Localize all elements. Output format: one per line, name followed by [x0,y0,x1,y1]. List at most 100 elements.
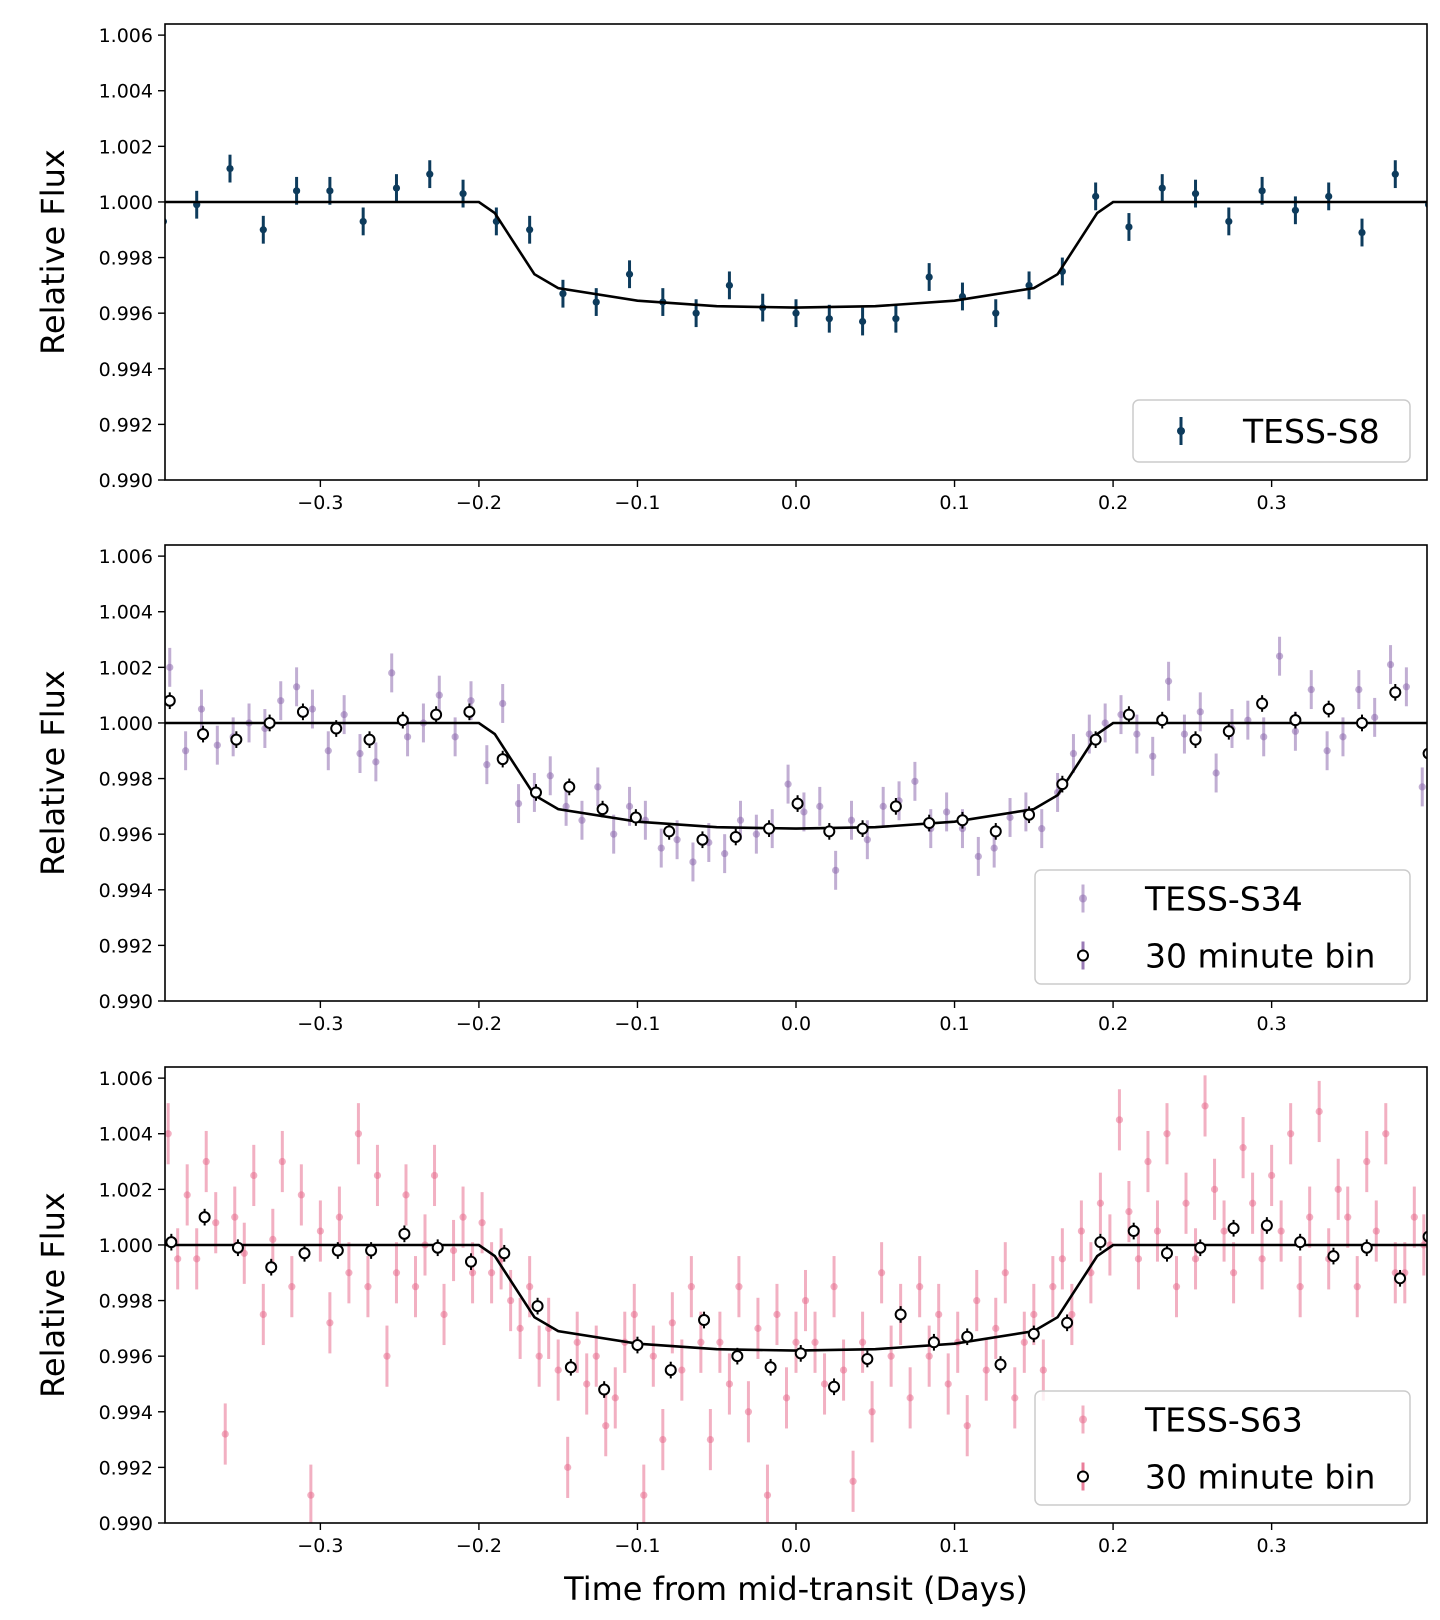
x-tick-label: 0.1 [939,1013,969,1035]
point-marker [297,1191,305,1199]
bin-marker [564,1361,577,1374]
point-marker [335,1213,343,1221]
y-tick-label: 1.002 [99,136,153,158]
point-marker [1296,1283,1304,1291]
point-marker [830,1283,838,1291]
point-marker [1182,1199,1190,1207]
point-marker [982,1366,990,1374]
data-point [193,1228,201,1290]
point-marker [800,808,808,816]
data-point [1212,753,1220,793]
data-point [1260,1217,1273,1234]
point-marker [630,1310,638,1319]
data-point [297,1164,305,1226]
legend: TESS-S8 [1132,399,1411,463]
bin-marker [496,753,509,766]
data-point [197,725,210,743]
data-point [989,823,1002,840]
data-point [359,207,367,236]
data-point [1389,684,1402,701]
data-point [956,811,969,829]
point-marker [868,1408,876,1416]
point-marker [468,1269,477,1277]
point-marker [165,218,168,225]
point-marker [1291,727,1300,735]
point-marker [1353,1283,1361,1291]
data-point [1122,706,1135,723]
point-marker [340,711,348,719]
point-marker [278,1157,286,1166]
data-point [963,1395,971,1457]
bin-marker [1422,747,1427,760]
data-point [706,1409,714,1471]
legend-box [1132,399,1411,463]
point-marker [166,663,174,671]
data-point [1334,1158,1342,1220]
data-point [1094,1233,1107,1251]
bin-marker [1023,808,1036,821]
data-point [640,1464,648,1523]
data-point [663,823,676,840]
point-marker [392,184,401,192]
data-point [1125,213,1133,241]
bin-marker [1256,697,1269,710]
legend-handle-marker [1079,894,1087,903]
data-point [1227,1219,1240,1237]
point-marker [1092,192,1100,200]
data-point [698,1311,711,1329]
data-point [483,745,491,785]
point-marker [625,802,634,810]
bin-marker [1327,1250,1340,1263]
point-marker [916,1283,924,1291]
point-marker [925,1352,933,1360]
y-tick-label: 1.004 [99,1124,153,1146]
data-point [529,784,542,801]
data-point [578,800,586,840]
data-point [596,800,609,818]
data-point [1023,806,1036,824]
bin-marker [1122,708,1135,721]
x-tick-label: −0.1 [614,1535,660,1557]
point-marker [1025,281,1033,289]
data-point [1163,1103,1171,1165]
point-marker [763,1491,772,1499]
y-tick-label: 0.994 [99,1402,153,1424]
point-marker [324,747,332,755]
y-tick-label: 1.004 [99,81,153,103]
bin-marker [1094,1236,1107,1249]
data-point [265,1258,278,1276]
point-marker [816,802,824,810]
bin-marker [927,1336,940,1349]
data-point [664,1361,677,1379]
data-point [316,1200,324,1262]
bin-marker [1394,1272,1407,1285]
point-marker [1344,1213,1352,1221]
x-tick-label: −0.1 [614,492,660,514]
data-point [383,1325,391,1387]
data-point [1196,692,1204,732]
data-point [562,786,570,826]
data-point [773,1283,781,1346]
x-tick-label: −0.2 [456,1535,502,1557]
data-point [944,1353,952,1415]
data-point [878,1242,886,1304]
point-marker [689,858,697,866]
point-marker [277,697,285,705]
data-point [1296,1256,1304,1318]
data-point [974,836,982,876]
data-point [1144,1130,1152,1193]
point-marker [573,1338,581,1346]
point-marker [182,747,190,755]
point-marker [1229,1269,1238,1277]
data-point [731,1347,744,1365]
point-marker [1268,1171,1276,1180]
y-tick-label: 1.002 [99,1179,153,1201]
point-marker [1125,223,1133,231]
data-point [689,842,697,882]
point-marker [1277,1227,1285,1235]
point-marker [858,317,867,326]
data-point [630,1283,638,1346]
data-point [1394,1269,1407,1287]
point-marker [1325,192,1333,200]
data-point [1256,695,1269,712]
